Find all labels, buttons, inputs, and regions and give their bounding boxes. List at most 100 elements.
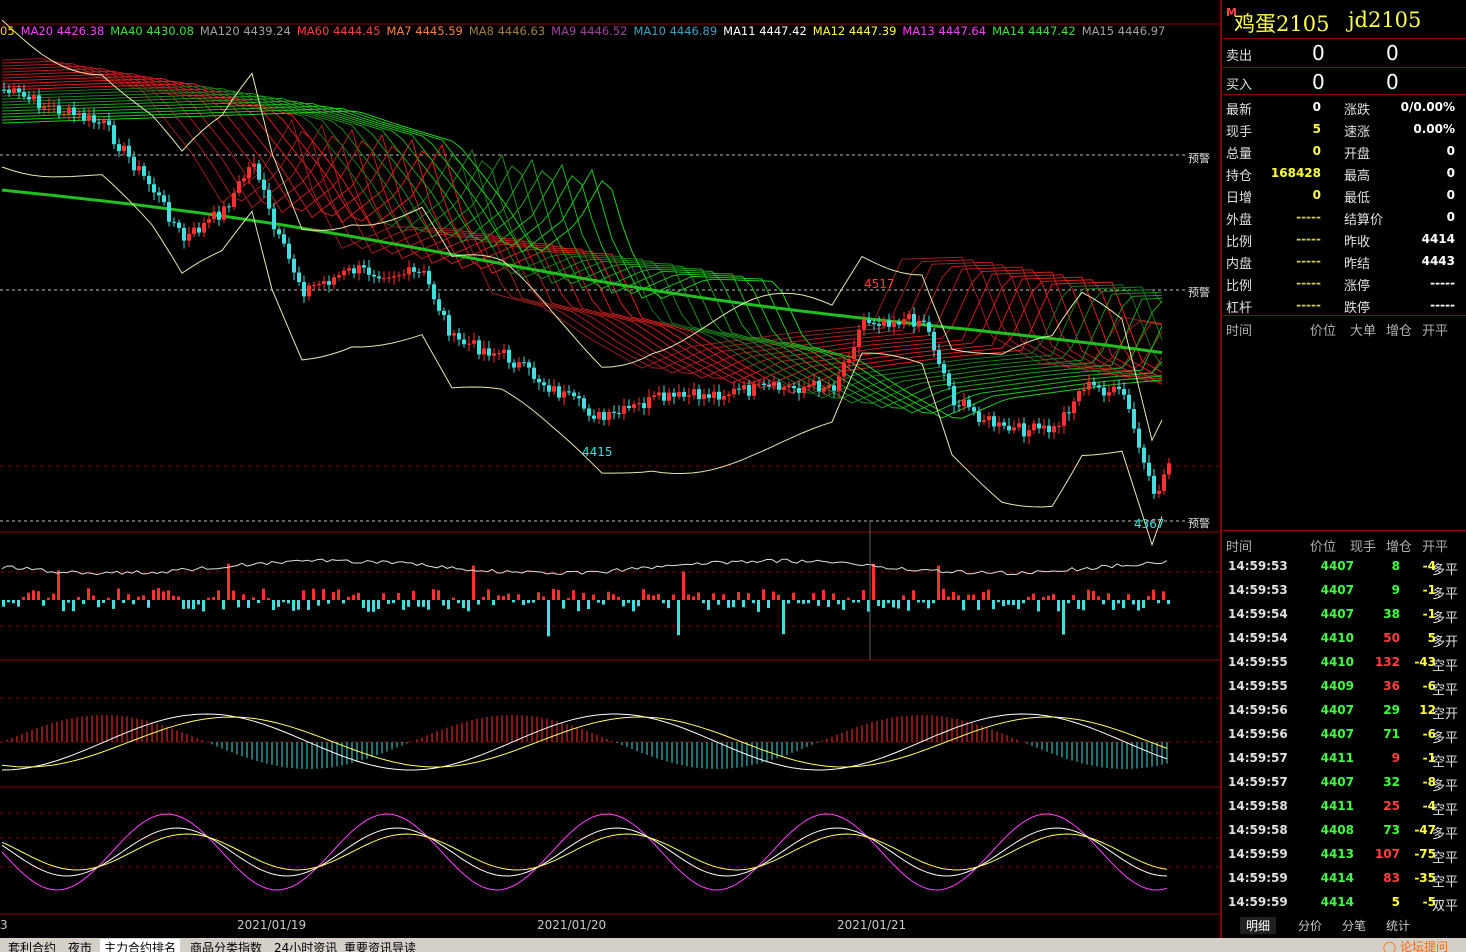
volume-bar bbox=[872, 563, 875, 600]
tick-vol: 29 bbox=[1383, 703, 1400, 717]
candle-body bbox=[747, 385, 751, 396]
volume-bar bbox=[897, 600, 900, 609]
tick-vol: 132 bbox=[1374, 655, 1400, 669]
volume-bar bbox=[602, 600, 605, 605]
tick-row[interactable]: 14:59:58 4408 73 -47 多平 bbox=[1222, 818, 1466, 842]
tick-row[interactable]: 14:59:54 4410 50 5 多开 bbox=[1222, 626, 1466, 650]
volume-bar bbox=[637, 600, 640, 607]
candle-body bbox=[132, 156, 136, 171]
volume-bar bbox=[657, 593, 660, 600]
volume-bar bbox=[77, 596, 80, 600]
volume-bar bbox=[857, 600, 860, 603]
detail-tab[interactable]: 统计 bbox=[1386, 919, 1411, 933]
tick-row[interactable]: 14:59:57 4411 9 -1 空平 bbox=[1222, 746, 1466, 770]
candle-body bbox=[397, 275, 401, 277]
candle-body bbox=[307, 285, 311, 297]
ma-line bbox=[1, 102, 1163, 414]
candle-body bbox=[332, 277, 336, 285]
detail-tab[interactable]: 分笔 bbox=[1342, 919, 1367, 933]
tick-row[interactable]: 14:59:53 4407 9 -1 多平 bbox=[1222, 578, 1466, 602]
candle-body bbox=[367, 267, 371, 275]
tick-row[interactable]: 14:59:59 4413 107 -75 空平 bbox=[1222, 842, 1466, 866]
tick-row[interactable]: 14:59:55 4410 132 -43 空平 bbox=[1222, 650, 1466, 674]
bottom-tab[interactable]: 夜市 bbox=[68, 941, 93, 952]
tick-row[interactable]: 14:59:56 4407 29 12 空开 bbox=[1222, 698, 1466, 722]
volume-bar bbox=[107, 597, 110, 600]
volume-bar bbox=[957, 595, 960, 600]
big-col-big: 大单 bbox=[1350, 324, 1377, 339]
candle-body bbox=[412, 267, 416, 272]
tick-time: 14:59:59 bbox=[1228, 871, 1288, 885]
detail-tab[interactable]: 明细 bbox=[1240, 917, 1277, 934]
candle-body bbox=[537, 378, 541, 383]
tick-row[interactable]: 14:59:55 4409 36 -6 空平 bbox=[1222, 674, 1466, 698]
bottom-tab[interactable]: 套利合约 bbox=[8, 941, 57, 952]
chart-area[interactable]: 05 MA20 4426.38 MA40 4430.08 MA120 4439.24 M… bbox=[0, 0, 1220, 938]
volume-bar bbox=[712, 593, 715, 600]
high-price-label: 4517 bbox=[864, 277, 895, 291]
volume-bar bbox=[462, 600, 465, 609]
candle-body bbox=[1112, 386, 1116, 393]
tick-col-price: 价位 bbox=[1310, 540, 1337, 555]
candle-body bbox=[422, 271, 426, 273]
volume-bar bbox=[827, 600, 830, 607]
contract-name: 鸡蛋2105 bbox=[1234, 12, 1330, 36]
candle-body bbox=[587, 408, 591, 416]
bottom-tab[interactable]: 重要资讯导读 bbox=[344, 941, 417, 952]
bottom-tab[interactable]: 主力合约排名 bbox=[100, 939, 181, 952]
detail-tab[interactable]: 分价 bbox=[1298, 919, 1323, 933]
forum-link[interactable]: ◯ 论坛提问 bbox=[1383, 938, 1448, 952]
bottom-tab[interactable]: 商品分类指数 bbox=[190, 941, 263, 952]
stat-row: 内盘 ----- 昨结 4443 bbox=[1222, 250, 1466, 272]
candle-body bbox=[2, 89, 6, 91]
volume-bar bbox=[182, 600, 185, 609]
candle-body bbox=[237, 181, 241, 193]
volume-bar bbox=[1087, 589, 1090, 600]
candle-body bbox=[557, 386, 561, 398]
candle-body bbox=[682, 392, 686, 397]
volume-bar bbox=[242, 594, 245, 600]
stat-value-2: 0 bbox=[1446, 144, 1455, 158]
tick-row[interactable]: 14:59:56 4407 71 -6 多平 bbox=[1222, 722, 1466, 746]
candle-body bbox=[117, 144, 121, 152]
candle-body bbox=[1087, 381, 1091, 390]
tick-row[interactable]: 14:59:54 4407 38 -1 多平 bbox=[1222, 602, 1466, 626]
tick-row[interactable]: 14:59:57 4407 32 -8 多平 bbox=[1222, 770, 1466, 794]
candle-body bbox=[202, 222, 206, 233]
volume-bar bbox=[1157, 600, 1160, 604]
tick-row[interactable]: 14:59:59 4414 5 -5 双平 bbox=[1222, 890, 1466, 914]
volume-bar bbox=[922, 600, 925, 603]
candle-body bbox=[182, 227, 186, 241]
stat-label-2: 昨结 bbox=[1344, 257, 1371, 272]
tick-time: 14:59:58 bbox=[1228, 799, 1288, 813]
warn-label-3: 预警 bbox=[1188, 515, 1210, 531]
kline-chart[interactable] bbox=[0, 0, 1220, 938]
ma-legend-item: MA11 4447.42 bbox=[723, 24, 807, 38]
candle-body bbox=[337, 275, 341, 278]
volume-bar bbox=[622, 600, 625, 607]
tick-row[interactable]: 14:59:53 4407 8 -4 多平 bbox=[1222, 554, 1466, 578]
candle-body bbox=[642, 403, 646, 409]
big-col-oi: 增仓 bbox=[1386, 324, 1413, 339]
tick-price: 4407 bbox=[1320, 607, 1354, 621]
candle-body bbox=[267, 189, 271, 209]
volume-bar bbox=[812, 593, 815, 600]
candle-body bbox=[502, 349, 506, 354]
bottom-tab[interactable]: 24小时资讯 bbox=[274, 941, 338, 952]
volume-bar bbox=[1052, 594, 1055, 600]
volume-bar bbox=[552, 588, 555, 600]
volume-bar bbox=[457, 600, 460, 604]
tick-row[interactable]: 14:59:59 4414 83 -35 空平 bbox=[1222, 866, 1466, 890]
buy-row: 买入 0 0 bbox=[1222, 69, 1466, 95]
tick-col-time: 时间 bbox=[1226, 540, 1253, 555]
volume-bar bbox=[1117, 600, 1120, 604]
ma-line bbox=[1, 65, 1163, 374]
stat-row: 外盘 ----- 结算价 0 bbox=[1222, 206, 1466, 228]
tick-oi: -4 bbox=[1422, 799, 1436, 813]
volume-bar bbox=[1062, 600, 1065, 635]
tick-row[interactable]: 14:59:58 4411 25 -4 空平 bbox=[1222, 794, 1466, 818]
tick-oi: -1 bbox=[1422, 607, 1436, 621]
volume-bar bbox=[262, 588, 265, 600]
volume-bar bbox=[717, 600, 720, 605]
candle-body bbox=[1107, 392, 1111, 396]
